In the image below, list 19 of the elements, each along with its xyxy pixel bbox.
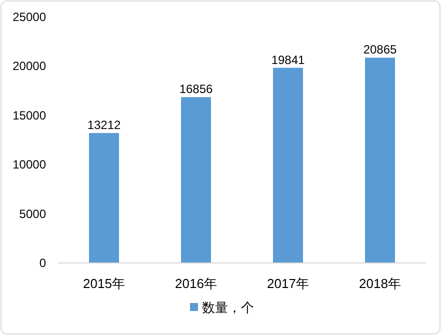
x-tick-label: 2018年 xyxy=(359,276,401,291)
x-tick-label: 2016年 xyxy=(175,276,217,291)
y-tick-label: 5000 xyxy=(19,206,46,221)
bar xyxy=(365,58,395,263)
bar xyxy=(89,132,119,263)
legend-label: 数量，个 xyxy=(202,300,254,315)
bar xyxy=(181,97,211,263)
data-label: 13212 xyxy=(87,118,122,132)
data-label: 20865 xyxy=(363,42,398,57)
y-tick-label: 0 xyxy=(39,256,46,270)
x-tick-label: 2017年 xyxy=(267,276,309,291)
y-tick-label: 15000 xyxy=(12,108,46,122)
x-tick-label: 2015年 xyxy=(83,276,125,291)
data-label: 16856 xyxy=(179,82,214,96)
y-tick-label: 25000 xyxy=(12,10,46,24)
bar xyxy=(273,68,303,263)
y-tick-label: 20000 xyxy=(12,59,46,74)
y-tick-label: 10000 xyxy=(12,158,46,172)
data-label: 19841 xyxy=(271,52,306,67)
